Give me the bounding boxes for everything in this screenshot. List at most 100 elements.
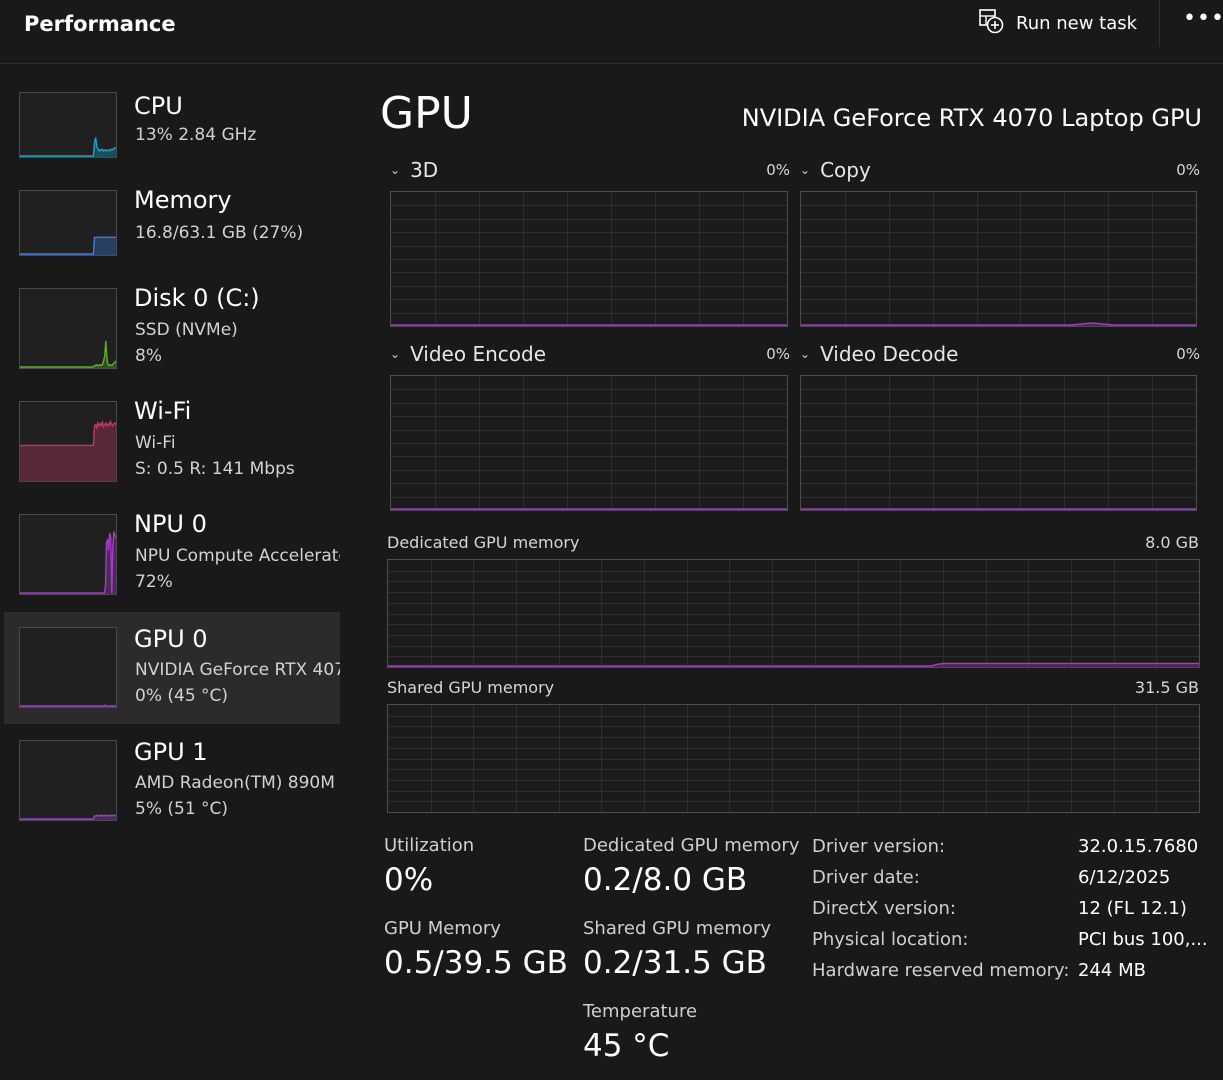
gpu-memory-value: 0.5/39.5 GB: [384, 945, 568, 981]
npu-thumbnail-graph: [19, 514, 117, 595]
chevron-down-icon: ⌄: [800, 163, 811, 177]
sidebar-item-detail: 5% (51 °C): [135, 799, 229, 819]
gpu-heading: GPU: [380, 88, 473, 139]
gpu-memory-label: GPU Memory: [384, 918, 501, 939]
dedicated-memory-graph: [387, 559, 1200, 668]
sidebar-item-npu[interactable]: NPU 0 NPU Compute Accelerator Device 72%: [4, 502, 340, 614]
driver-date-label: Driver date:: [812, 867, 920, 888]
engine-percent: 0%: [1176, 161, 1200, 179]
sidebar-item-detail: S: 0.5 R: 141 Mbps: [135, 459, 295, 479]
thumbnail-series-line: [20, 137, 116, 157]
dedicated-memory-max: 8.0 GB: [1145, 533, 1199, 552]
hardware-reserved-memory-label: Hardware reserved memory:: [812, 960, 1070, 981]
thumbnail-series-area: [20, 421, 116, 481]
sidebar-item-gpu1[interactable]: GPU 1 AMD Radeon(TM) 890M Graphics 5% (5…: [4, 728, 340, 840]
sidebar-item-wifi[interactable]: Wi-Fi Wi-Fi S: 0.5 R: 141 Mbps: [4, 389, 340, 501]
wifi-thumbnail-graph: [19, 401, 117, 482]
sidebar-item-detail: 13% 2.84 GHz: [135, 125, 257, 145]
sidebar-item-disk[interactable]: Disk 0 (C:) SSD (NVMe) 8%: [4, 276, 340, 388]
hardware-reserved-memory-value: 244 MB: [1078, 960, 1146, 981]
gpu1-thumbnail-graph: [19, 740, 117, 821]
dedicated-memory-label: Dedicated GPU memory: [583, 835, 800, 856]
chevron-down-icon: ⌄: [390, 347, 401, 361]
driver-version-value: 32.0.15.7680: [1078, 836, 1199, 857]
sidebar-item-detail: 8%: [135, 346, 162, 366]
run-task-icon: [978, 8, 1004, 38]
engine-graph-copy: [800, 191, 1197, 327]
engine-graph-3d: [390, 191, 788, 327]
thumbnail-series-area: [20, 237, 116, 255]
shared-memory-graph-label: Shared GPU memory: [387, 678, 555, 697]
disk-thumbnail-graph: [19, 288, 117, 369]
engine-graph-video-encode: [390, 375, 788, 511]
dedicated-memory-graph-label: Dedicated GPU memory: [387, 533, 580, 552]
temperature-value: 45 °C: [583, 1028, 670, 1064]
sidebar-item-title: NPU 0: [134, 510, 207, 538]
gpu-model-name: NVIDIA GeForce RTX 4070 Laptop GPU: [741, 104, 1202, 132]
sidebar-item-title: GPU 0: [134, 625, 208, 653]
temperature-label: Temperature: [583, 1001, 698, 1022]
shared-memory-label: Shared GPU memory: [583, 918, 771, 939]
thumbnail-series-line: [20, 814, 116, 820]
thumbnail-series-line: [20, 236, 116, 255]
cpu-thumbnail-graph: [19, 92, 117, 158]
engine-label: Video Encode: [410, 342, 546, 366]
header-divider: [1159, 0, 1160, 46]
shared-memory-graph: [387, 704, 1200, 813]
engine-series-line: [801, 322, 1196, 326]
thumbnail-series-line: [20, 704, 116, 707]
thumbnail-series-line: [20, 419, 116, 447]
dedicated-memory-value: 0.2/8.0 GB: [583, 862, 748, 898]
page-title: Performance: [24, 12, 176, 36]
physical-location-value: PCI bus 100,...: [1078, 929, 1208, 950]
more-options-button[interactable]: •••: [1183, 6, 1223, 31]
sidebar-item-detail: SSD (NVMe): [135, 320, 238, 340]
memory-thumbnail-graph: [19, 190, 117, 256]
sidebar-item-detail: 0% (45 °C): [135, 686, 229, 706]
engine-selector-copy[interactable]: ⌄ Copy: [800, 158, 871, 182]
sidebar-item-detail: NVIDIA GeForce RTX 4070 Laptop GPU: [135, 660, 340, 680]
sidebar-item-title: Wi-Fi: [134, 397, 192, 425]
engine-percent: 0%: [1176, 345, 1200, 363]
driver-date-value: 6/12/2025: [1078, 867, 1171, 888]
thumbnail-series-area: [20, 137, 116, 157]
run-task-label: Run new task: [1016, 12, 1138, 34]
engine-label: 3D: [410, 158, 439, 182]
directx-version-label: DirectX version:: [812, 898, 956, 919]
sidebar-item-detail: Wi-Fi: [135, 433, 176, 453]
engine-selector-video-encode[interactable]: ⌄ Video Encode: [390, 342, 546, 366]
sidebar-item-title: Memory: [134, 186, 232, 214]
engine-selector-3d[interactable]: ⌄ 3D: [390, 158, 438, 182]
sidebar-item-title: CPU: [134, 92, 183, 120]
engine-label: Copy: [820, 158, 871, 182]
engine-percent: 0%: [766, 345, 790, 363]
gpu0-thumbnail-graph: [19, 627, 117, 708]
sidebar-item-cpu[interactable]: CPU 13% 2.84 GHz: [4, 80, 340, 192]
memory-series-line: [388, 662, 1199, 667]
shared-memory-value: 0.2/31.5 GB: [583, 945, 767, 981]
sidebar-item-memory[interactable]: Memory 16.8/63.1 GB (27%): [4, 178, 340, 290]
sidebar-item-detail: 16.8/63.1 GB (27%): [135, 223, 304, 243]
title-bar: [0, 0, 1223, 64]
physical-location-label: Physical location:: [812, 929, 969, 950]
driver-version-label: Driver version:: [812, 836, 946, 857]
chevron-down-icon: ⌄: [390, 163, 401, 177]
utilization-label: Utilization: [384, 835, 475, 856]
thumbnail-series-area: [20, 340, 116, 368]
engine-label: Video Decode: [820, 342, 959, 366]
engine-selector-video-decode[interactable]: ⌄ Video Decode: [800, 342, 958, 366]
chevron-down-icon: ⌄: [800, 347, 811, 361]
run-new-task-button[interactable]: Run new task: [978, 6, 1137, 40]
thumbnail-series-line: [20, 340, 116, 368]
sidebar-item-detail: 72%: [135, 572, 173, 592]
shared-memory-max: 31.5 GB: [1134, 678, 1199, 697]
thumbnail-series-area: [20, 531, 116, 594]
directx-version-value: 12 (FL 12.1): [1078, 898, 1187, 919]
sidebar-item-title: Disk 0 (C:): [134, 284, 260, 312]
sidebar-item-gpu0[interactable]: GPU 0 NVIDIA GeForce RTX 4070 Laptop GPU…: [4, 612, 340, 724]
utilization-value: 0%: [384, 862, 434, 898]
sidebar-item-title: GPU 1: [134, 738, 208, 766]
engine-percent: 0%: [766, 161, 790, 179]
engine-graph-video-decode: [800, 375, 1197, 511]
sidebar-item-detail: AMD Radeon(TM) 890M Graphics: [135, 773, 340, 793]
